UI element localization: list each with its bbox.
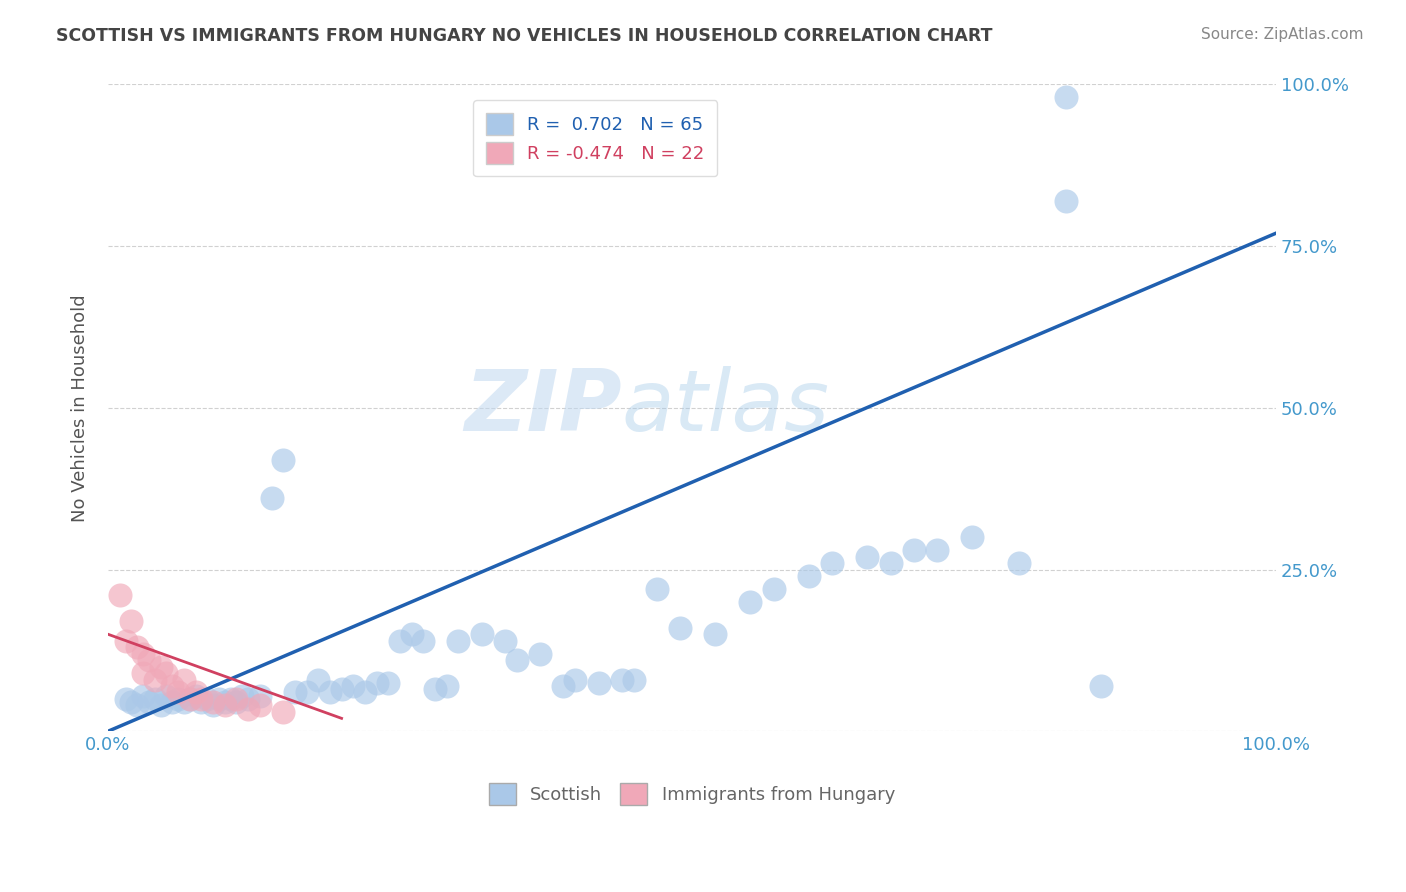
Point [120, 615, 142, 629]
Point [132, 666, 155, 681]
Y-axis label: No Vehicles in Household: No Vehicles in Household [72, 294, 89, 522]
Point [856, 549, 879, 564]
Point [208, 692, 231, 706]
Point [149, 659, 172, 673]
Point [195, 692, 218, 706]
Point [249, 689, 271, 703]
Legend: Scottish, Immigrants from Hungary: Scottish, Immigrants from Hungary [481, 776, 903, 813]
Point [184, 689, 207, 703]
Point [114, 633, 136, 648]
Point [762, 582, 785, 596]
Point [143, 692, 166, 706]
Text: SCOTTISH VS IMMIGRANTS FROM HUNGARY NO VEHICLES IN HOUSEHOLD CORRELATION CHART: SCOTTISH VS IMMIGRANTS FROM HUNGARY NO V… [56, 27, 993, 45]
Point [219, 692, 242, 706]
Point [179, 692, 201, 706]
Point [388, 633, 411, 648]
Point [1008, 556, 1031, 570]
Point [354, 685, 377, 699]
Point [553, 679, 575, 693]
Point [645, 582, 668, 596]
Point [138, 653, 160, 667]
Point [471, 627, 494, 641]
Point [225, 692, 247, 706]
Point [160, 695, 183, 709]
Point [962, 530, 984, 544]
Point [114, 692, 136, 706]
Point [447, 633, 470, 648]
Point [1090, 679, 1112, 693]
Point [319, 685, 342, 699]
Point [149, 698, 172, 713]
Point [271, 705, 294, 719]
Point [740, 595, 762, 609]
Point [927, 543, 949, 558]
Point [184, 685, 207, 699]
Point [623, 673, 645, 687]
Point [412, 633, 434, 648]
Point [330, 682, 353, 697]
Point [143, 673, 166, 687]
Point [377, 675, 399, 690]
Text: ZIP: ZIP [464, 367, 621, 450]
Text: Source: ZipAtlas.com: Source: ZipAtlas.com [1201, 27, 1364, 42]
Point [423, 682, 446, 697]
Point [167, 692, 190, 706]
Point [155, 666, 177, 681]
Point [160, 679, 183, 693]
Text: atlas: atlas [621, 367, 830, 450]
Point [179, 692, 201, 706]
Point [610, 673, 633, 687]
Point [127, 698, 149, 713]
Point [494, 633, 516, 648]
Point [202, 695, 225, 709]
Point [669, 621, 692, 635]
Point [821, 556, 844, 570]
Point [401, 627, 423, 641]
Point [132, 689, 155, 703]
Point [1054, 90, 1077, 104]
Point [342, 679, 364, 693]
Point [132, 647, 155, 661]
Point [225, 695, 247, 709]
Point [167, 685, 190, 699]
Point [214, 698, 236, 713]
Point [249, 698, 271, 713]
Point [295, 685, 318, 699]
Point [236, 692, 259, 706]
Point [190, 695, 212, 709]
Point [236, 701, 259, 715]
Point [284, 685, 307, 699]
Point [173, 673, 195, 687]
Point [529, 647, 551, 661]
Point [903, 543, 925, 558]
Point [307, 673, 329, 687]
Point [366, 675, 388, 690]
Point [155, 689, 177, 703]
Point [127, 640, 149, 655]
Point [271, 452, 294, 467]
Point [879, 556, 901, 570]
Point [506, 653, 529, 667]
Point [190, 692, 212, 706]
Point [214, 695, 236, 709]
Point [202, 698, 225, 713]
Point [138, 695, 160, 709]
Point [797, 569, 820, 583]
Point [704, 627, 727, 641]
Point [1054, 194, 1077, 208]
Point [120, 695, 142, 709]
Point [231, 689, 253, 703]
Point [436, 679, 458, 693]
Point [260, 491, 283, 506]
Point [108, 589, 131, 603]
Point [173, 695, 195, 709]
Point [588, 675, 610, 690]
Point [564, 673, 586, 687]
